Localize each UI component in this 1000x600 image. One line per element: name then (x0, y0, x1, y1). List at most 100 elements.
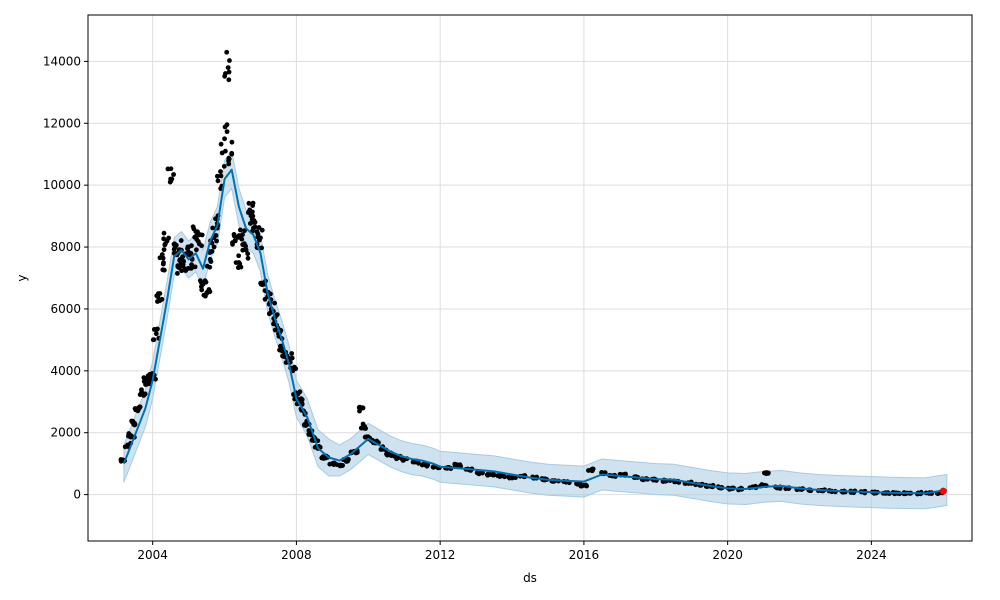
observed-point (141, 393, 147, 398)
observed-point (126, 431, 132, 436)
observed-point (334, 462, 340, 467)
plot-area-frame (87, 14, 973, 542)
observed-point (384, 452, 390, 458)
observed-point (122, 444, 128, 450)
observed-point (186, 252, 192, 258)
observed-point (245, 251, 251, 257)
observed-point (218, 173, 224, 179)
observed-point (175, 271, 180, 276)
observed-point (159, 252, 165, 257)
observed-point (237, 261, 243, 267)
observed-point (226, 77, 232, 83)
observed-point (239, 236, 245, 242)
observed-point (166, 235, 172, 241)
observed-point (457, 462, 463, 468)
observed-point (321, 456, 327, 461)
observed-point (289, 351, 295, 356)
observed-point (256, 225, 262, 230)
observed-point (302, 422, 307, 428)
observed-point (293, 366, 299, 372)
observed-point (207, 264, 213, 270)
observed-point (360, 421, 366, 427)
observed-point (194, 247, 199, 253)
observed-point (181, 258, 187, 264)
observed-point (128, 434, 134, 440)
x-tick-label: 2024 (856, 548, 887, 562)
observed-point (197, 232, 203, 238)
observed-point (153, 376, 158, 382)
observed-point (250, 203, 256, 208)
observed-point (222, 136, 227, 142)
observed-point (199, 243, 204, 249)
latest-point-group (939, 487, 947, 495)
observed-point (759, 482, 765, 487)
observed-point (233, 260, 239, 265)
observed-point (765, 471, 771, 476)
observed-point (194, 237, 200, 242)
observed-points (118, 49, 945, 497)
observed-point (485, 472, 491, 478)
observed-point (357, 408, 362, 414)
observed-point (147, 371, 153, 377)
observed-point (491, 472, 497, 478)
observed-point (245, 255, 251, 261)
observed-point (143, 382, 148, 387)
observed-point (222, 124, 228, 130)
y-axis-label: y (15, 274, 29, 281)
observed-point (210, 225, 216, 231)
observed-point (258, 235, 263, 241)
observed-point (161, 230, 167, 236)
observed-point (175, 264, 181, 270)
observed-point (278, 343, 283, 349)
observed-point (132, 406, 138, 411)
observed-point (226, 69, 232, 75)
observed-point (132, 422, 137, 428)
observed-point (160, 267, 166, 273)
observed-point (289, 355, 295, 361)
observed-point (416, 460, 421, 466)
observed-point (430, 464, 436, 470)
observed-point (262, 296, 268, 302)
observed-point (204, 290, 210, 296)
observed-point (272, 300, 278, 306)
observed-point (236, 233, 242, 239)
x-tick-label: 2016 (569, 548, 600, 562)
observed-point (226, 161, 232, 167)
x-axis-ticks: 2004 2008 2012 2016 2020 2024 (137, 541, 887, 562)
x-tick-label: 2008 (281, 548, 312, 562)
observed-point (236, 253, 242, 259)
observed-point (425, 462, 431, 468)
observed-point (171, 172, 176, 177)
observed-point (421, 461, 427, 467)
observed-point (235, 265, 241, 271)
observed-point (226, 156, 232, 162)
observed-point (327, 461, 333, 467)
observed-point (119, 457, 125, 463)
observed-point (272, 327, 278, 333)
observed-point (574, 481, 579, 487)
observed-point (361, 425, 367, 431)
observed-point (229, 139, 235, 145)
x-axis-label: ds (523, 571, 537, 585)
observed-point (581, 482, 587, 488)
observed-point (177, 257, 183, 262)
x-tick-label: 2020 (712, 548, 743, 562)
observed-point (185, 244, 191, 250)
observed-point (206, 287, 212, 292)
observed-point (229, 150, 235, 156)
observed-point (280, 353, 285, 359)
y-tick-label: 12000 (43, 116, 81, 130)
observed-point (215, 178, 221, 184)
y-tick-label: 2000 (50, 426, 81, 440)
observed-point (225, 65, 231, 70)
observed-point (214, 173, 220, 179)
observed-point (224, 49, 230, 55)
x-tick-label: 2012 (425, 548, 456, 562)
observed-point (162, 242, 168, 248)
observed-point (268, 310, 273, 316)
observed-point (153, 331, 159, 337)
y-tick-label: 0 (73, 488, 81, 502)
observed-point (245, 210, 251, 215)
